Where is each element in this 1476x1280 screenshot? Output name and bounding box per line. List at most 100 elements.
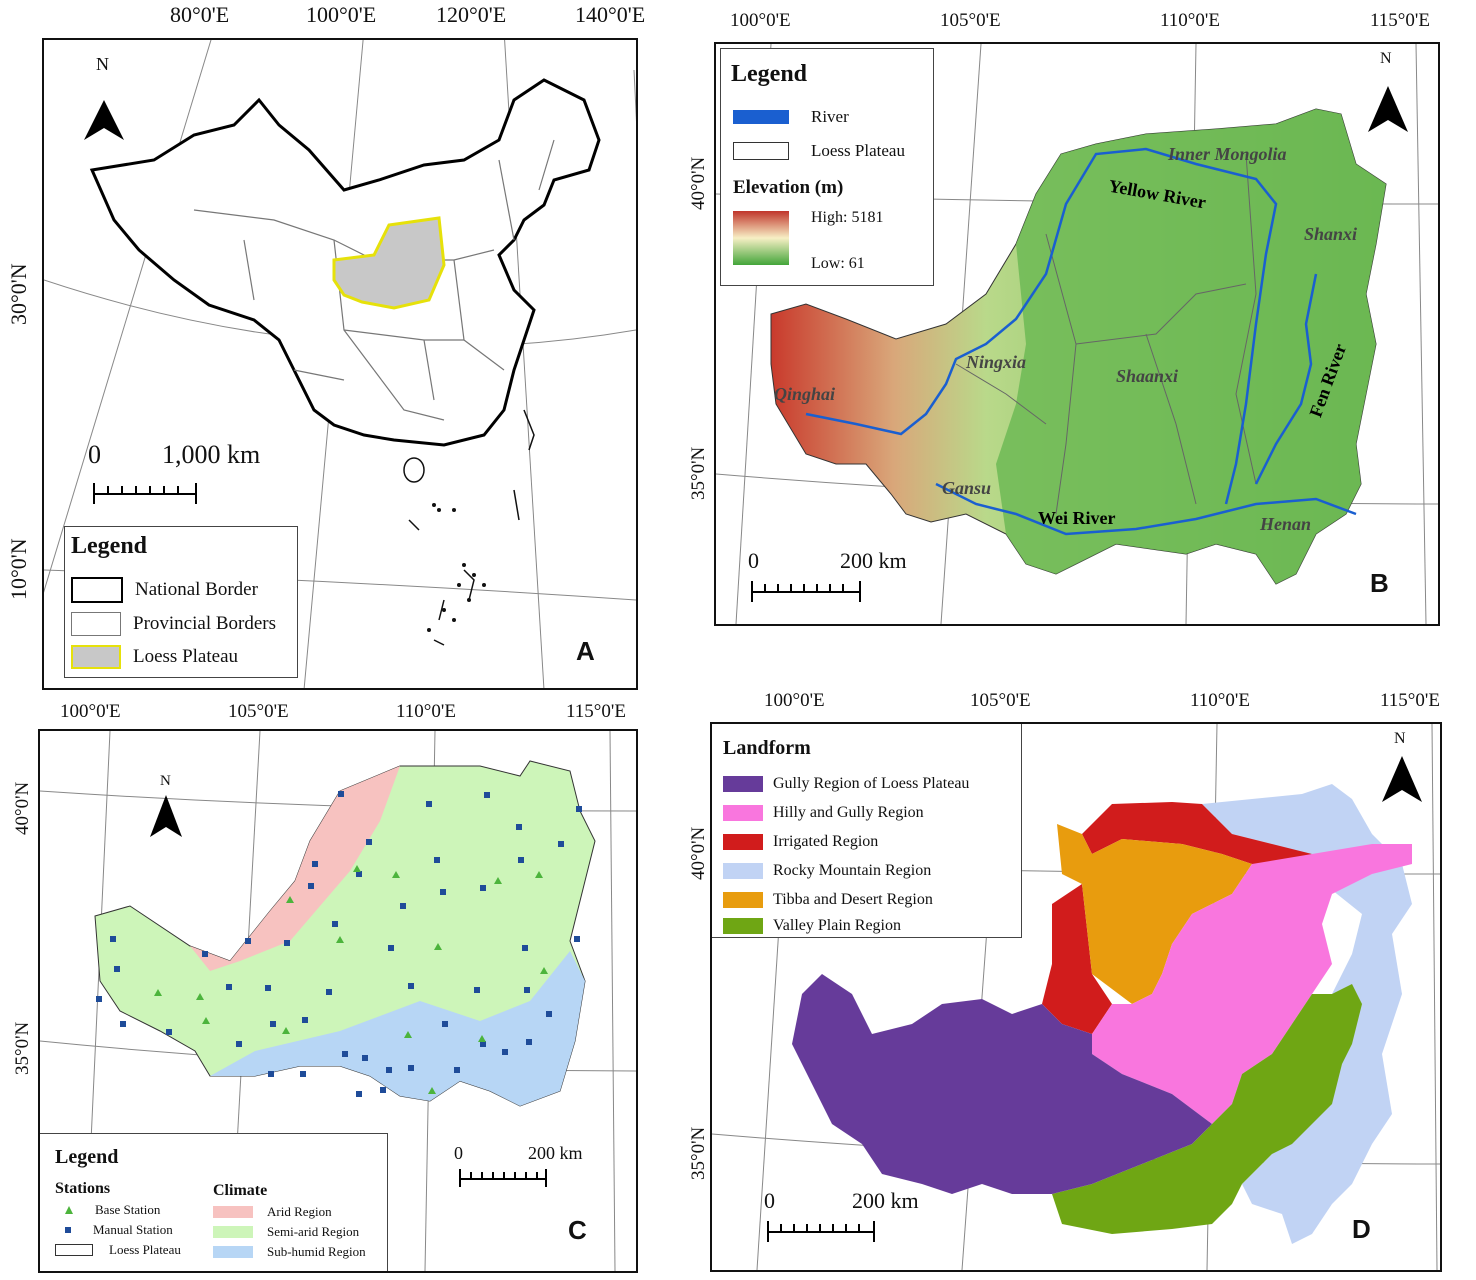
- top-tick: 105°0'E: [970, 690, 1031, 711]
- provincial-border: [293, 369, 345, 381]
- top-tick: 100°0'E: [730, 10, 791, 31]
- legend-title: Legend: [55, 1146, 119, 1168]
- arid-swatch: [213, 1206, 253, 1218]
- left-tick: 40°0'N: [688, 826, 709, 880]
- irrigated-region: [1082, 802, 1312, 864]
- meridian: [633, 69, 636, 122]
- top-tick: 115°0'E: [1370, 10, 1430, 31]
- legend-item: Semi-arid Region: [213, 1224, 359, 1240]
- top-tick: 110°0'E: [396, 701, 456, 722]
- legend-item: Manual Station: [65, 1222, 173, 1238]
- top-tick: 110°0'E: [1190, 690, 1250, 711]
- north-label: N: [1380, 50, 1392, 67]
- island: [433, 639, 445, 646]
- island: [438, 599, 445, 621]
- left-tick: 40°0'N: [688, 156, 709, 210]
- scale-label: 200 km: [852, 1188, 919, 1213]
- tibba-desert-region: [1057, 824, 1252, 1004]
- legend-item: Sub-humid Region: [213, 1244, 366, 1260]
- legend-item: Valley Plain Region: [723, 917, 901, 935]
- island: [463, 569, 475, 601]
- legend-item: Base Station: [65, 1202, 160, 1218]
- wei-river: [935, 482, 1357, 536]
- scale-zero: 0: [748, 548, 759, 573]
- scale-label: 200 km: [528, 1143, 583, 1163]
- island: [408, 519, 420, 531]
- provincial-border-swatch: [71, 612, 121, 636]
- meridian: [44, 40, 212, 593]
- arid-region: [190, 766, 400, 971]
- scale-bar: [751, 581, 861, 602]
- legend-item: Tibba and Desert Region: [723, 891, 933, 909]
- top-tick: 140°0'E: [575, 2, 646, 27]
- rocky-mountain-swatch: [723, 863, 763, 879]
- panel-letter: C: [568, 1215, 587, 1245]
- north-arrow: [1382, 756, 1422, 802]
- left-tick: 30°0'N: [6, 263, 31, 325]
- scale-zero: 0: [764, 1188, 775, 1213]
- irrigated-region: [1042, 884, 1112, 1034]
- legend-item: River: [733, 107, 849, 127]
- scale-bar: [93, 483, 197, 504]
- top-tick: 115°0'E: [566, 701, 626, 722]
- elevation-title: Elevation (m): [733, 177, 844, 198]
- north-label: N: [160, 773, 171, 789]
- provincial-border: [193, 209, 375, 261]
- climate-title: Climate: [213, 1182, 268, 1199]
- map-frame-c: N 0 200 km Legend Stations Base Station …: [38, 729, 638, 1273]
- legend-item: Loess Plateau: [733, 141, 905, 161]
- top-tick: 115°0'E: [1380, 690, 1440, 711]
- provincial-border: [373, 369, 445, 421]
- north-label: N: [96, 54, 109, 74]
- hilly-gully-swatch: [723, 805, 763, 821]
- scale-label: 200 km: [840, 548, 907, 573]
- base-station-swatch: [65, 1206, 73, 1214]
- semiarid-swatch: [213, 1226, 253, 1238]
- island: [513, 489, 520, 521]
- manual-station-swatch: [65, 1227, 71, 1233]
- stations-title: Stations: [55, 1180, 111, 1197]
- river-swatch: [733, 110, 789, 124]
- island: [403, 457, 425, 483]
- map-canvas-c: [40, 731, 636, 1271]
- island: [523, 409, 535, 451]
- provincial-border: [423, 339, 435, 401]
- legend-a: Legend National Border Provincial Border…: [64, 526, 298, 678]
- elevation-low: Low: 61: [811, 255, 865, 272]
- legend-c: Legend Stations Base Station Manual Stat…: [40, 1133, 388, 1271]
- region-label: Shanxi: [1304, 224, 1358, 244]
- valley-plain-swatch: [723, 918, 763, 934]
- map-canvas-b: [716, 44, 1438, 624]
- top-tick: 105°0'E: [228, 701, 289, 722]
- top-tick: 120°0'E: [436, 2, 507, 27]
- left-tick: 35°0'N: [688, 1126, 709, 1180]
- panel-b: 100°0'E 105°0'E 110°0'E 115°0'E 40°0'N 3…: [680, 0, 1476, 640]
- panel-letter: D: [1352, 1214, 1371, 1244]
- rocky-mountain-region: [1202, 784, 1412, 1244]
- region-label: Shaanxi: [1116, 366, 1179, 386]
- scale-zero: 0: [454, 1143, 463, 1163]
- elevation-ramp: [733, 211, 789, 265]
- north-arrow: [1368, 86, 1408, 132]
- provincial-border: [243, 239, 255, 301]
- top-tick: 105°0'E: [940, 10, 1001, 31]
- top-tick: 100°0'E: [60, 701, 121, 722]
- scale-bar: [767, 1221, 875, 1242]
- panel-letter: A: [576, 636, 595, 666]
- hilly-gully-region: [1092, 844, 1412, 1124]
- fen-river: [1254, 273, 1318, 485]
- legend-item: Irrigated Region: [723, 833, 878, 851]
- loess-plateau-swatch: [71, 645, 121, 669]
- yellow-river: [805, 147, 1278, 505]
- legend-item: Arid Region: [213, 1204, 332, 1220]
- manual-stations: [96, 791, 582, 1097]
- region-label: Qinghai: [774, 384, 836, 404]
- scale-bar: [459, 1169, 547, 1187]
- tibba-desert-swatch: [723, 892, 763, 908]
- legend-title: Legend: [731, 61, 808, 87]
- left-tick: 10°0'N: [6, 538, 31, 600]
- valley-plain-region: [1052, 984, 1362, 1234]
- elevation-high: High: 5181: [811, 209, 884, 226]
- map-frame-a: N 0 1,000 km Legend National Border Prov…: [42, 38, 638, 690]
- panel-a: 80°0'E 100°0'E 120°0'E 140°0'E 30°0'N 10…: [0, 0, 650, 690]
